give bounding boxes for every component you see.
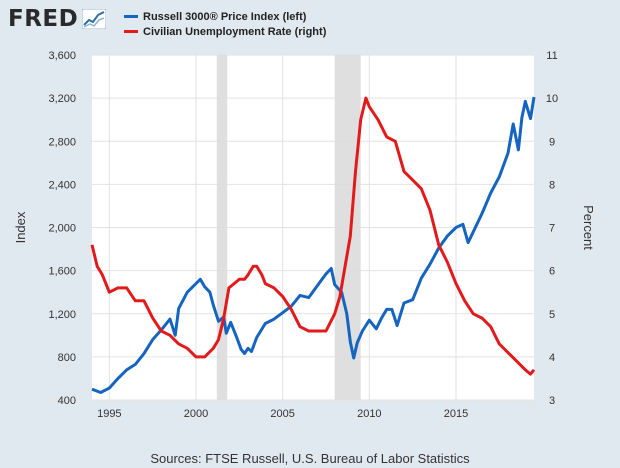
y-tick-label-left: 1,600 (48, 266, 76, 278)
recession-band (216, 55, 228, 400)
y-tick-label-right: 8 (549, 179, 555, 191)
legend-label-unemployment: Civilian Unemployment Rate (right) (143, 25, 327, 38)
legend-item-unemployment[interactable]: Civilian Unemployment Rate (right) (124, 24, 326, 39)
y-tick-label-right: 10 (546, 93, 558, 105)
x-tick-label: 2015 (444, 408, 468, 420)
y-tick-label-left: 400 (58, 395, 76, 407)
y-tick-label-left: 2,800 (48, 136, 76, 148)
series-line-unemployment[interactable] (90, 96, 536, 376)
y-tick-label-left: 2,000 (48, 223, 76, 235)
series-line-russell[interactable] (91, 96, 536, 394)
x-tick-label: 2010 (357, 408, 381, 420)
x-tick-label: 1995 (97, 408, 121, 420)
y-tick-label-right: 4 (549, 352, 555, 364)
y-tick-label-left: 1,200 (48, 309, 76, 321)
legend-label-russell: Russell 3000® Price Index (left) (143, 10, 307, 23)
y-tick-label-right: 7 (549, 223, 555, 235)
fred-logo[interactable]: FRED (8, 6, 107, 32)
y-axis-title-left: Index (13, 211, 28, 243)
y-axis-title-right: Percent (581, 205, 596, 250)
x-tick-label: 2005 (270, 408, 294, 420)
line-chart-icon (82, 9, 107, 29)
legend-swatch-russell (124, 15, 138, 18)
y-tick-label-right: 6 (549, 266, 555, 278)
legend-item-russell[interactable]: Russell 3000® Price Index (left) (124, 9, 326, 24)
y-tick-label-left: 3,200 (48, 93, 76, 105)
y-tick-label-left: 2,400 (48, 179, 76, 191)
y-tick-label-right: 9 (549, 136, 555, 148)
y-tick-label-right: 11 (546, 50, 557, 62)
y-tick-label-left: 3,600 (48, 50, 76, 62)
x-tick-label: 2000 (184, 408, 208, 420)
y-tick-label-left: 800 (58, 352, 76, 364)
y-tick-label-right: 3 (549, 395, 555, 407)
source-note: Sources: FTSE Russell, U.S. Bureau of La… (150, 451, 470, 466)
legend-swatch-unemployment (124, 30, 138, 33)
chart-legend: Russell 3000® Price Index (left) Civilia… (124, 9, 326, 39)
logo-text: FRED (8, 6, 79, 32)
y-tick-label-right: 5 (549, 309, 555, 321)
